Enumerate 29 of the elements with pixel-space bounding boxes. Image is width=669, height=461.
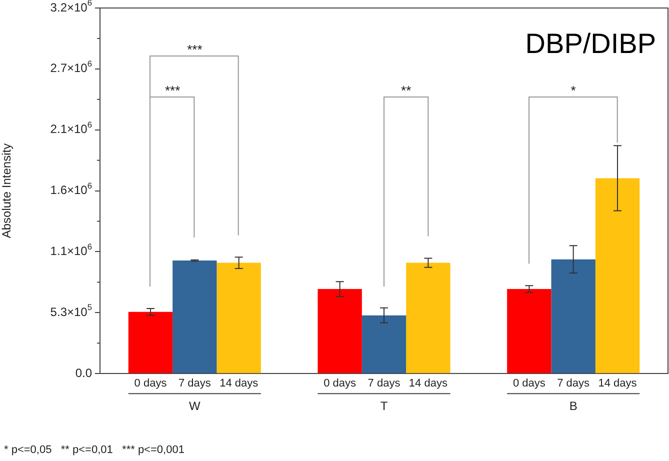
annotation: ***	[164, 83, 180, 98]
bar	[128, 312, 173, 374]
annotation: *	[570, 83, 576, 98]
text: 7 days	[368, 378, 400, 390]
text: 14 days	[408, 378, 448, 390]
text: 14 days	[598, 378, 637, 390]
y-tick-label: 0.0	[75, 366, 92, 380]
annotation: **	[401, 83, 412, 98]
bar	[406, 262, 450, 374]
bar	[172, 260, 217, 374]
x-tick-label: B	[569, 399, 578, 414]
bar	[507, 289, 552, 374]
bar	[551, 259, 596, 374]
bar	[362, 315, 406, 374]
annotation: ***	[187, 42, 202, 57]
bar	[216, 262, 261, 374]
series-label: 0 days	[134, 378, 168, 390]
text: * p<=0,05 ** p<=0,01 *** p<=0,001	[4, 444, 184, 456]
text: 7 days	[557, 378, 590, 390]
x-tick-label: W	[189, 399, 202, 414]
text: 0 days	[324, 378, 356, 390]
bar	[595, 178, 640, 374]
text: DBP/DIBP	[525, 28, 656, 59]
series-label: 14 days	[220, 378, 259, 390]
series-label: 7 days	[178, 378, 212, 390]
x-tick-label: T	[380, 399, 388, 414]
y-axis-title: Absolute Intensity	[0, 143, 14, 238]
text: 0 days	[512, 378, 546, 390]
bar	[318, 289, 362, 374]
